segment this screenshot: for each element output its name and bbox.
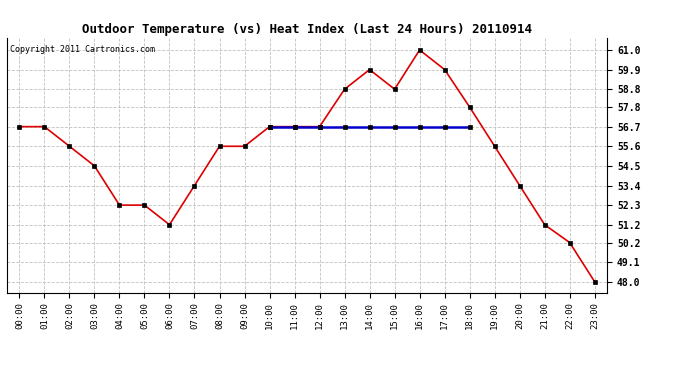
Title: Outdoor Temperature (vs) Heat Index (Last 24 Hours) 20110914: Outdoor Temperature (vs) Heat Index (Las… — [82, 23, 532, 36]
Text: Copyright 2011 Cartronics.com: Copyright 2011 Cartronics.com — [10, 45, 155, 54]
